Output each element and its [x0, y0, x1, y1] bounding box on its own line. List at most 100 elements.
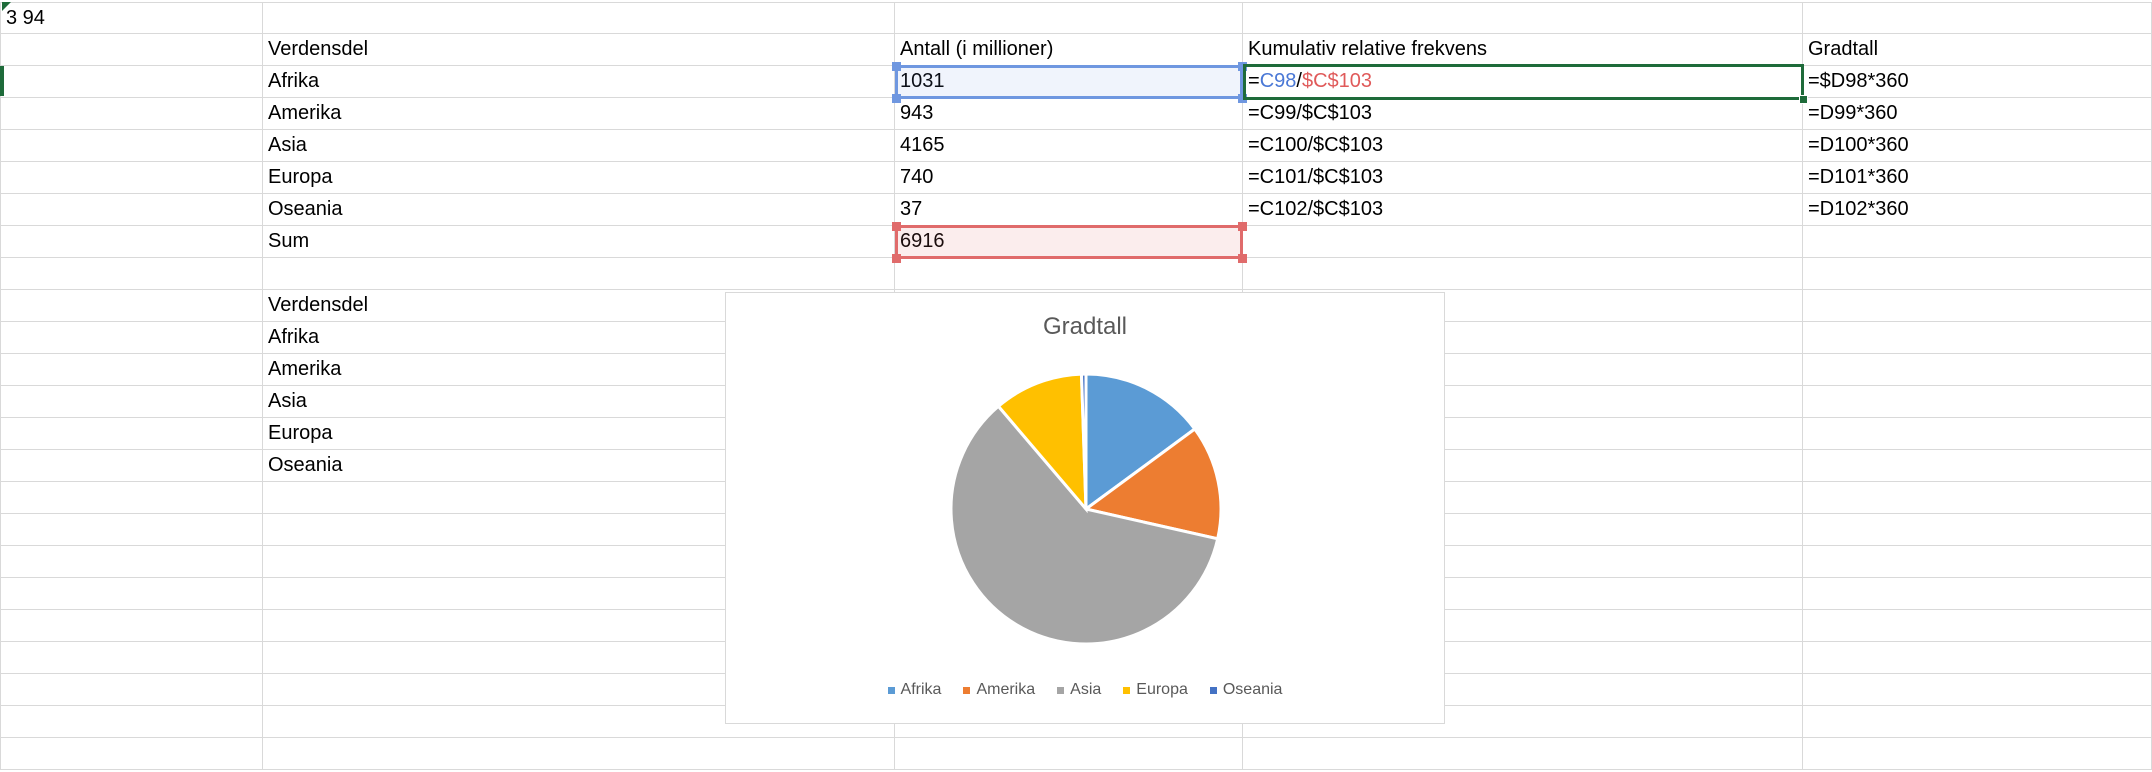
- cell-r8-c[interactable]: 6916: [895, 226, 1243, 258]
- cell-r13-d[interactable]: [1243, 386, 1803, 418]
- cell-r13-a[interactable]: [0, 386, 263, 418]
- cell-r19-a[interactable]: [0, 578, 263, 610]
- cell-r8-e[interactable]: [1803, 226, 2152, 258]
- cell-r15-a[interactable]: [0, 450, 263, 482]
- legend-item-oseania[interactable]: Oseania: [1209, 681, 1282, 699]
- cell-r14-d[interactable]: [1243, 418, 1803, 450]
- cell-r4-d[interactable]: =C99/$C$103: [1243, 98, 1803, 130]
- cell-r24-e[interactable]: [1803, 738, 2152, 770]
- cell-r6-d[interactable]: =C101/$C$103: [1243, 162, 1803, 194]
- reference-handle-c103-bl[interactable]: [892, 254, 901, 263]
- cell-r12-a[interactable]: [0, 354, 263, 386]
- cell-r19-e[interactable]: [1803, 578, 2152, 610]
- cell-r23-e[interactable]: [1803, 706, 2152, 738]
- cell-r1-a[interactable]: 3 94: [0, 2, 263, 34]
- cell-r9-b[interactable]: [263, 258, 895, 290]
- cell-r9-e[interactable]: [1803, 258, 2152, 290]
- cell-r22-d[interactable]: [1243, 674, 1803, 706]
- cell-r8-d[interactable]: [1243, 226, 1803, 258]
- cell-r17-e[interactable]: [1803, 514, 2152, 546]
- cell-r2-b[interactable]: Verdensdel: [263, 34, 895, 66]
- reference-handle-c98-br[interactable]: [1238, 94, 1247, 103]
- cell-r11-a[interactable]: [0, 322, 263, 354]
- cell-r5-b[interactable]: Asia: [263, 130, 895, 162]
- cell-r5-c[interactable]: 4165: [895, 130, 1243, 162]
- cell-r5-d[interactable]: =C100/$C$103: [1243, 130, 1803, 162]
- cell-r2-e[interactable]: Gradtall: [1803, 34, 2152, 66]
- pie-slice-oseania[interactable]: [1079, 372, 1088, 510]
- cell-r14-e[interactable]: [1803, 418, 2152, 450]
- cell-r23-a[interactable]: [0, 706, 263, 738]
- cell-r24-c[interactable]: [895, 738, 1243, 770]
- cell-r18-e[interactable]: [1803, 546, 2152, 578]
- cell-r24-b[interactable]: [263, 738, 895, 770]
- cell-r24-a[interactable]: [0, 738, 263, 770]
- cell-r5-a[interactable]: [0, 130, 263, 162]
- cell-r11-d[interactable]: [1243, 322, 1803, 354]
- cell-r7-b[interactable]: Oseania: [263, 194, 895, 226]
- cell-r7-d[interactable]: =C102/$C$103: [1243, 194, 1803, 226]
- cell-r9-d[interactable]: [1243, 258, 1803, 290]
- cell-r1-c[interactable]: [895, 2, 1243, 34]
- cell-r18-d[interactable]: [1243, 546, 1803, 578]
- cell-r8-a[interactable]: [0, 226, 263, 258]
- cell-r4-e[interactable]: =D99*360: [1803, 98, 2152, 130]
- cell-r6-b[interactable]: Europa: [263, 162, 895, 194]
- cell-r6-c[interactable]: 740: [895, 162, 1243, 194]
- cell-r15-d[interactable]: [1243, 450, 1803, 482]
- cell-r18-a[interactable]: [0, 546, 263, 578]
- cell-r19-d[interactable]: [1243, 578, 1803, 610]
- cell-r22-e[interactable]: [1803, 674, 2152, 706]
- cell-r1-e[interactable]: [1803, 2, 2152, 34]
- pie-chart[interactable]: Gradtall Afrika Amerika Asia Europa Oseania: [725, 292, 1445, 724]
- cell-r22-a[interactable]: [0, 674, 263, 706]
- cell-r20-d[interactable]: [1243, 610, 1803, 642]
- cell-r16-e[interactable]: [1803, 482, 2152, 514]
- cell-r3-e[interactable]: =$D98*360: [1803, 66, 2152, 98]
- cell-r3-c[interactable]: 1031: [895, 66, 1243, 98]
- cell-r4-a[interactable]: [0, 98, 263, 130]
- legend-item-europa[interactable]: Europa: [1123, 681, 1188, 699]
- cell-r9-a[interactable]: [0, 258, 263, 290]
- pie-slice-afrika[interactable]: [1084, 372, 1197, 512]
- reference-handle-c103-tr[interactable]: [1238, 222, 1247, 231]
- cell-r23-d[interactable]: [1243, 706, 1803, 738]
- cell-r7-e[interactable]: =D102*360: [1803, 194, 2152, 226]
- reference-handle-c103-br[interactable]: [1238, 254, 1247, 263]
- cell-r1-d[interactable]: [1243, 2, 1803, 34]
- cell-r12-d[interactable]: [1243, 354, 1803, 386]
- cell-r10-a[interactable]: [0, 290, 263, 322]
- cell-r20-e[interactable]: [1803, 610, 2152, 642]
- cell-r9-c[interactable]: [895, 258, 1243, 290]
- cell-r14-a[interactable]: [0, 418, 263, 450]
- cell-r12-e[interactable]: [1803, 354, 2152, 386]
- pie-slice-amerika[interactable]: [1082, 426, 1223, 541]
- reference-handle-c103-tl[interactable]: [892, 222, 901, 231]
- reference-handle-c98-tl[interactable]: [892, 62, 901, 71]
- reference-handle-c98-bl[interactable]: [892, 94, 901, 103]
- pie-slice-asia[interactable]: [949, 404, 1220, 646]
- cell-r7-c[interactable]: 37: [895, 194, 1243, 226]
- cell-r6-a[interactable]: [0, 162, 263, 194]
- cell-r5-e[interactable]: =D100*360: [1803, 130, 2152, 162]
- legend-item-asia[interactable]: Asia: [1057, 681, 1101, 699]
- cell-r21-d[interactable]: [1243, 642, 1803, 674]
- reference-handle-c98-tr[interactable]: [1238, 62, 1247, 71]
- cell-r11-e[interactable]: [1803, 322, 2152, 354]
- cell-r2-c[interactable]: Antall (i millioner): [895, 34, 1243, 66]
- cell-r16-a[interactable]: [0, 482, 263, 514]
- cell-r17-a[interactable]: [0, 514, 263, 546]
- cell-r13-e[interactable]: [1803, 386, 2152, 418]
- fill-handle[interactable]: [1799, 95, 1808, 104]
- cell-r17-d[interactable]: [1243, 514, 1803, 546]
- legend-item-amerika[interactable]: Amerika: [963, 681, 1035, 699]
- cell-r2-d[interactable]: Kumulativ relative frekvens: [1243, 34, 1803, 66]
- cell-r8-b[interactable]: Sum: [263, 226, 895, 258]
- cell-r3-a[interactable]: [0, 66, 263, 98]
- cell-r2-a[interactable]: [0, 34, 263, 66]
- legend-item-afrika[interactable]: Afrika: [887, 681, 941, 699]
- cell-r21-e[interactable]: [1803, 642, 2152, 674]
- cell-r7-a[interactable]: [0, 194, 263, 226]
- cell-r4-c[interactable]: 943: [895, 98, 1243, 130]
- cell-r21-a[interactable]: [0, 642, 263, 674]
